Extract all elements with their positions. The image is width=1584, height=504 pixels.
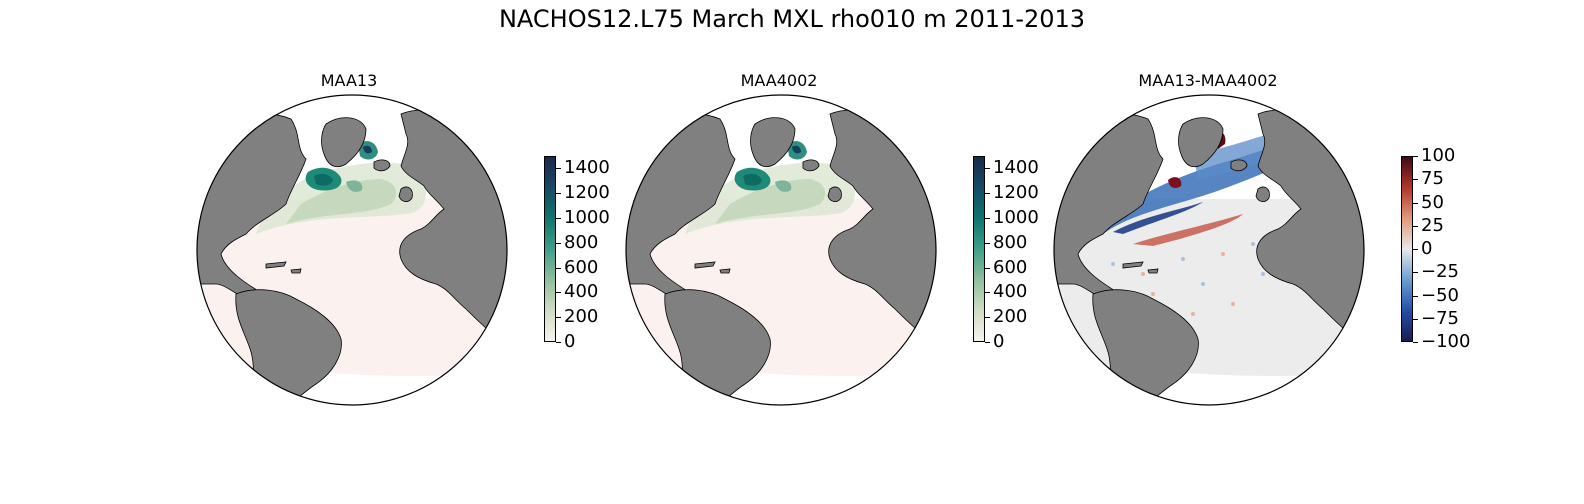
positive-anomaly-band <box>1133 214 1243 246</box>
colorbar-tick <box>1413 225 1418 227</box>
colorbar-tick-label: 50 <box>1421 191 1444 213</box>
globe-map-difference <box>1053 94 1365 406</box>
colorbar-tick-label: 200 <box>993 306 1028 328</box>
colorbar-tick <box>1413 202 1418 204</box>
panel-1-title: MAA13 <box>320 71 378 90</box>
globe-map-maa13 <box>196 94 508 406</box>
colorbar-maa13: 1400 1200 1000 800 600 400 200 0 <box>544 156 624 351</box>
colorbar-tick-label: −100 <box>1421 331 1471 352</box>
colorbar-gradient <box>973 156 985 342</box>
colorbar-tick <box>556 342 561 343</box>
colorbar-tick <box>1413 272 1418 274</box>
greenland-landmass <box>321 117 367 168</box>
colorbar-tick <box>985 168 990 170</box>
greenland-landmass <box>750 117 796 168</box>
colorbar-tick <box>985 242 990 244</box>
colorbar-tick <box>985 218 990 219</box>
colorbar-tick <box>556 242 561 244</box>
colorbar-gradient <box>1401 156 1413 342</box>
colorbar-tick <box>985 317 990 319</box>
colorbar-tick <box>1413 156 1418 157</box>
panel-2-title: MAA4002 <box>740 71 818 90</box>
colorbar-tick-label: 1000 <box>993 207 1039 228</box>
colorbar-tick-label: 800 <box>564 231 599 253</box>
colorbar-tick <box>985 292 990 294</box>
colorbar-tick-label: 0 <box>1421 238 1433 259</box>
colorbar-tick-label: 25 <box>1421 214 1444 236</box>
colorbar-tick-label: 100 <box>1421 145 1456 166</box>
globe-map-maa4002 <box>625 94 937 406</box>
colorbar-tick-label: 0 <box>564 331 576 352</box>
colorbar-tick-label: 1400 <box>993 157 1039 179</box>
colorbar-tick-label: 600 <box>564 256 599 278</box>
colorbar-tick-label: −50 <box>1421 284 1459 306</box>
panel-3-title: MAA13-MAA4002 <box>1138 71 1278 90</box>
colorbar-tick <box>985 267 990 269</box>
colorbar-tick <box>556 267 561 269</box>
colorbar-tick-label: −25 <box>1421 261 1459 283</box>
colorbar-tick-label: 1000 <box>564 207 610 228</box>
colorbar-tick-label: −75 <box>1421 307 1459 329</box>
colorbar-tick <box>985 342 990 343</box>
colorbar-tick <box>1413 342 1418 343</box>
colorbar-tick-label: 75 <box>1421 168 1444 190</box>
colorbar-tick <box>1413 179 1418 181</box>
colorbar-tick-label: 400 <box>564 281 599 303</box>
colorbar-tick <box>556 218 561 219</box>
colorbar-tick-label: 1400 <box>564 157 610 179</box>
colorbar-tick-label: 400 <box>993 281 1028 303</box>
colorbar-tick-label: 800 <box>993 231 1028 253</box>
colorbar-tick <box>556 317 561 319</box>
colorbar-tick <box>1413 318 1418 320</box>
colorbar-tick <box>1413 295 1418 297</box>
colorbar-tick-label: 1200 <box>564 182 610 204</box>
colorbar-tick-label: 200 <box>564 306 599 328</box>
greenland-landmass <box>1178 117 1224 168</box>
figure-title: NACHOS12.L75 March MXL rho010 m 2011-201… <box>498 5 1086 33</box>
colorbar-tick <box>985 193 990 195</box>
colorbar-tick-label: 0 <box>993 331 1005 352</box>
colorbar-gradient <box>544 156 556 342</box>
colorbar-tick <box>556 168 561 170</box>
colorbar-tick <box>556 193 561 195</box>
colorbar-maa4002: 1400 1200 1000 800 600 400 200 0 <box>973 156 1053 351</box>
colorbar-tick <box>556 292 561 294</box>
colorbar-difference: 100 75 50 25 0 −25 −50 −75 −100 <box>1401 147 1481 351</box>
colorbar-tick-label: 600 <box>993 256 1028 278</box>
colorbar-tick-label: 1200 <box>993 182 1039 204</box>
colorbar-tick <box>1413 249 1418 250</box>
